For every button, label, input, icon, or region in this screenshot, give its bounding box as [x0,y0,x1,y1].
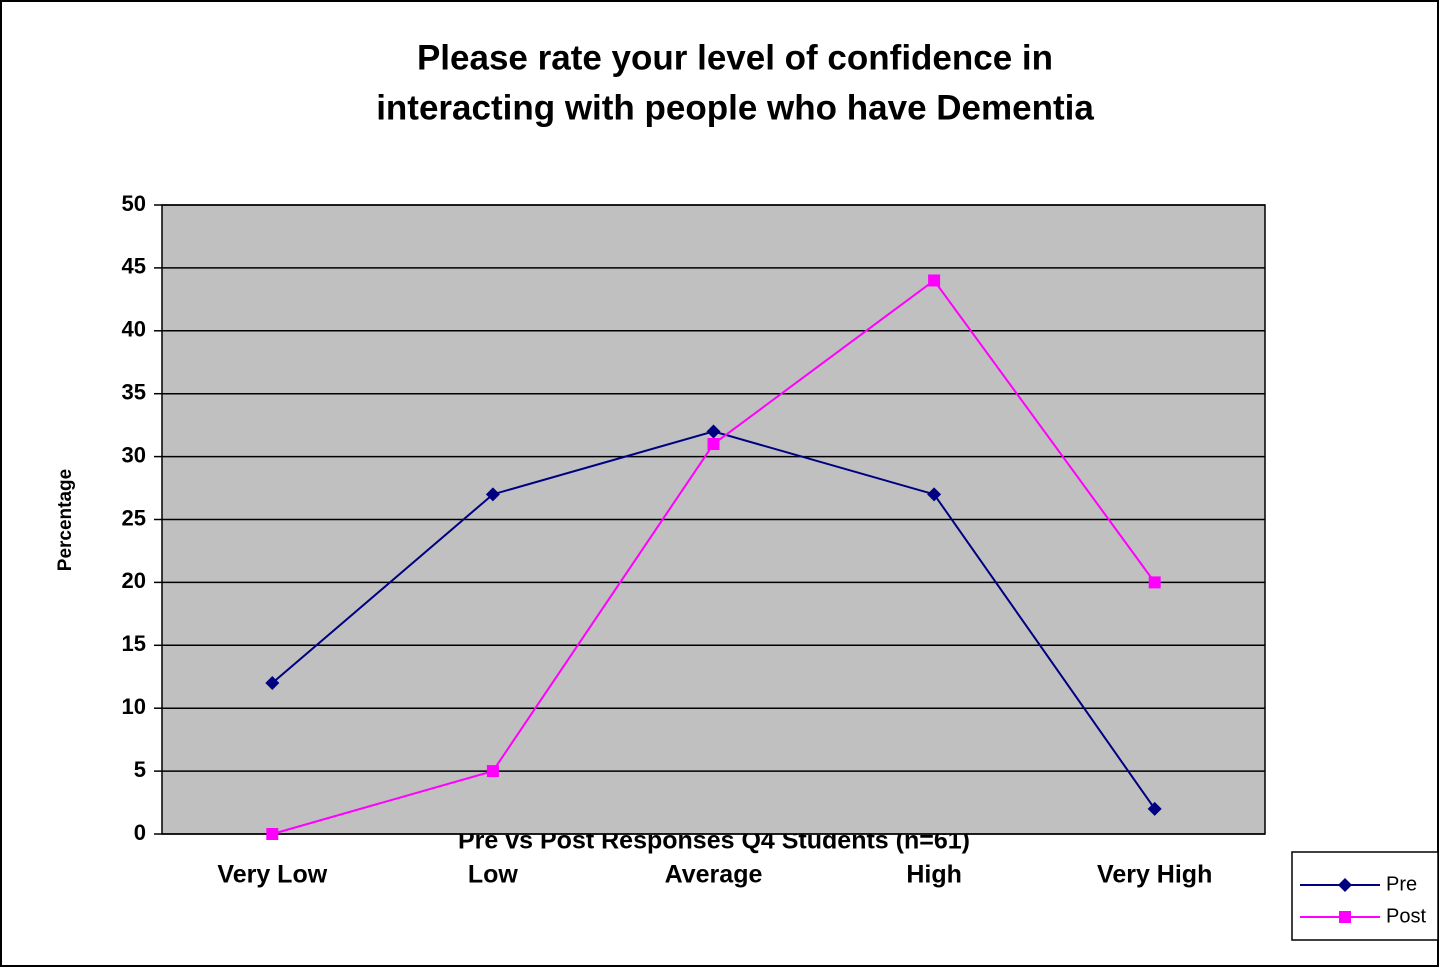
data-point [707,438,720,451]
y-tick-label: 40 [122,317,146,342]
legend-box [1291,851,1439,941]
legend-marker [1338,878,1352,892]
y-tick-label: 20 [122,568,146,593]
legend-label: Post [1386,905,1426,927]
y-tick-label: 30 [122,442,146,467]
data-point [706,424,721,439]
y-tick-label: 50 [122,191,146,216]
y-axis-title: Percentage [55,469,76,571]
data-point [485,487,500,502]
x-tick-label: Very High [1097,861,1212,889]
data-point [928,274,941,287]
data-point [265,676,280,691]
legend-label: Pre [1386,873,1417,895]
y-tick-label: 45 [122,254,146,279]
data-point [1147,801,1162,816]
legend-marker [1339,911,1351,923]
y-tick-label: 25 [122,505,146,530]
data-point [1148,576,1161,589]
x-tick-label: Very Low [217,861,327,889]
data-point [927,487,942,502]
y-tick-label: 35 [122,380,146,405]
y-tick-label: 5 [134,757,146,782]
chart-title: Please rate your level of confidence in [417,38,1053,77]
y-tick-label: 15 [122,631,146,656]
data-point [266,828,279,840]
x-tick-label: High [906,861,962,889]
y-tick-label: 0 [134,820,146,845]
x-tick-label: Low [468,861,519,889]
chart-title: interacting with people who have Dementi… [376,88,1094,127]
data-point [486,765,499,778]
x-tick-label: Average [665,861,763,889]
y-tick-label: 10 [122,694,146,719]
